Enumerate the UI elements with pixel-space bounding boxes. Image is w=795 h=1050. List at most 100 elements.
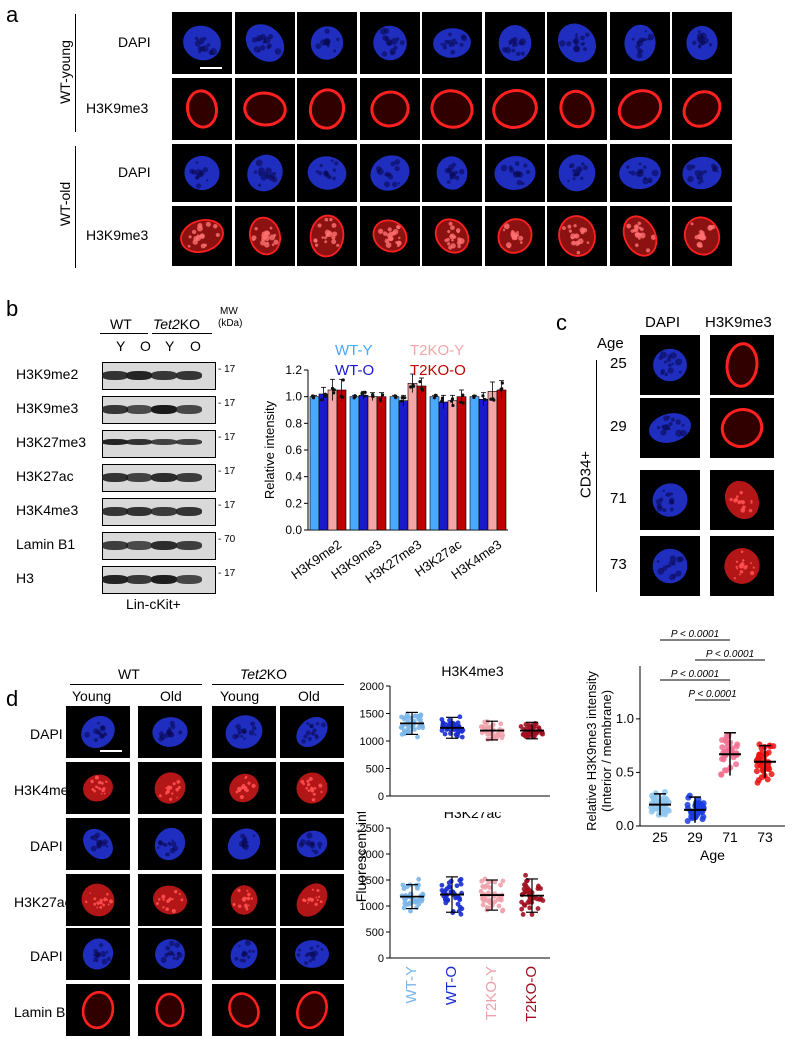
a-r0-c3-nucleus xyxy=(372,25,407,61)
d-r2-c2-nucleus xyxy=(227,828,261,860)
label-dapi: DAPI xyxy=(30,838,63,854)
mw-marker: - 17 xyxy=(218,398,236,409)
label-o: O xyxy=(140,338,151,354)
d-point xyxy=(454,883,460,889)
label-h3k27me3: H3K27me3 xyxy=(16,434,87,450)
d-r4-c0-tile xyxy=(66,928,130,980)
label-25: 25 xyxy=(610,355,627,372)
bar-point xyxy=(451,403,455,408)
d-point xyxy=(455,720,461,726)
a-r1-c7-tile xyxy=(609,78,670,140)
a-r2-c7-nucleus xyxy=(618,156,661,190)
a-r0-c0-nucleus xyxy=(183,25,221,61)
d-point xyxy=(523,872,528,878)
bar-y-tick-label: 1.0 xyxy=(285,390,302,404)
label-lamin-b1: Lamin B1 xyxy=(16,536,76,552)
mw-marker: - 17 xyxy=(218,364,236,375)
a-r1-c2-tile xyxy=(297,78,357,140)
d-point xyxy=(521,902,527,908)
label-y: Y xyxy=(165,338,175,354)
bar-point xyxy=(380,393,385,397)
a-r0-c5-tile xyxy=(484,12,545,74)
blot-band xyxy=(176,405,202,414)
bar-point xyxy=(400,399,404,403)
c-point xyxy=(764,776,771,783)
a-r2-c4-nucleus xyxy=(436,156,468,190)
d-point xyxy=(529,912,535,917)
blot-header-ko: Tet2KO xyxy=(153,316,200,332)
d-point xyxy=(442,888,448,894)
d-r2-c1-nucleus xyxy=(154,827,186,861)
d-r0-c1-tile xyxy=(138,706,202,758)
c-point xyxy=(648,804,655,811)
bar-point xyxy=(449,399,454,403)
d-point xyxy=(486,879,492,885)
a-r1-c6-tile xyxy=(547,78,607,140)
d-point xyxy=(458,881,464,887)
d-point xyxy=(408,908,413,914)
d-r4-c3-nucleus xyxy=(294,940,330,968)
d-r0-c1-nucleus xyxy=(152,717,188,747)
label-h3: H3 xyxy=(16,570,34,586)
d-point xyxy=(535,906,541,911)
d-x-tick-label: T2KO-O xyxy=(523,966,540,1022)
a-r3-c6-tile xyxy=(547,206,607,266)
d-sub-ko-young: Young xyxy=(220,688,260,704)
d-r1-c1-tile xyxy=(138,762,202,814)
mw-marker: - 17 xyxy=(218,568,236,579)
d-point xyxy=(482,876,488,882)
d-r0-c0-tile xyxy=(66,706,130,758)
blot-band xyxy=(126,507,152,516)
d-point xyxy=(448,878,454,884)
a-r0-c4-nucleus xyxy=(433,28,471,58)
c-dapi-29-tile xyxy=(640,398,700,458)
mw-marker: - 17 xyxy=(218,466,236,477)
d-point xyxy=(443,900,449,906)
col-header-h3k9me3: H3K9me3 xyxy=(705,314,772,331)
c-point xyxy=(661,794,668,801)
d-r0-c3-nucleus xyxy=(296,716,328,748)
c-point xyxy=(724,747,731,754)
bar-t2ko-o xyxy=(416,385,427,531)
label-dapi: DAPI xyxy=(118,164,151,180)
blot-band xyxy=(102,371,128,380)
scale-bar xyxy=(200,67,222,69)
d-point xyxy=(459,734,465,740)
d-sub-wt-young: Young xyxy=(72,688,112,704)
d-wt-underline xyxy=(70,684,202,685)
blot-band xyxy=(102,473,128,482)
a-r2-c0-nucleus xyxy=(184,155,220,191)
c-point xyxy=(758,774,765,781)
d-point xyxy=(457,714,463,720)
d-r3-c3-nucleus xyxy=(296,883,328,917)
label-h3k9me3: H3K9me3 xyxy=(86,227,149,243)
d-r5-c0-nucleus xyxy=(81,990,115,1030)
d-point xyxy=(420,891,426,897)
c-dapi-71-nucleus xyxy=(652,483,688,517)
blot-band xyxy=(102,575,128,584)
a-r1-c0-nucleus xyxy=(185,89,219,129)
d-y-tick-label: 2000 xyxy=(360,849,384,861)
wt-young-bracket xyxy=(75,14,76,132)
wt-old-bracket xyxy=(75,146,76,268)
d-point xyxy=(487,900,493,905)
d-ko-underline xyxy=(212,684,344,685)
bar-point xyxy=(363,394,367,398)
d-r1-c2-tile xyxy=(212,762,276,814)
c-point xyxy=(684,801,691,808)
d-point xyxy=(523,734,529,740)
d-point xyxy=(484,883,489,888)
a-r1-c1-nucleus xyxy=(242,91,287,127)
a-r2-c2-nucleus xyxy=(307,156,347,190)
c-dapi-29-nucleus xyxy=(649,413,691,443)
a-r0-c1-tile xyxy=(234,12,295,74)
a-r0-c8-tile xyxy=(672,12,732,74)
d-r5-c3-nucleus xyxy=(296,990,328,1030)
d-r0-c2-tile xyxy=(212,706,276,758)
a-r1-c3-tile xyxy=(359,78,420,140)
d-point xyxy=(457,897,463,903)
d-header-ko: Tet2KO xyxy=(240,666,287,682)
label-71: 71 xyxy=(610,490,627,507)
d-sub-wt-old: Old xyxy=(160,688,182,704)
